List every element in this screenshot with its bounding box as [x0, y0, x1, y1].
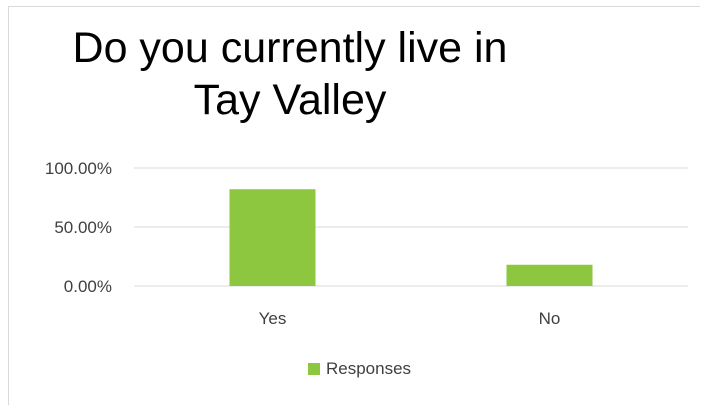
legend-swatch	[308, 363, 320, 375]
x-tick-label: No	[539, 309, 561, 328]
y-tick-label: 50.00%	[54, 218, 112, 237]
chart-title-line-1: Do you currently live in	[72, 24, 508, 72]
y-tick-label: 100.00%	[45, 159, 112, 178]
chart-frame	[8, 6, 700, 405]
y-tick-label: 0.00%	[64, 277, 112, 296]
chart-title: Do you currently live in Tay Valley	[0, 22, 580, 126]
bar-no	[506, 264, 593, 286]
legend-label: Responses	[326, 359, 412, 378]
chart-title-line-2: Tay Valley	[193, 76, 387, 124]
bar-yes	[229, 189, 316, 286]
x-tick-label: Yes	[259, 309, 287, 328]
legend: Responses	[308, 359, 411, 379]
